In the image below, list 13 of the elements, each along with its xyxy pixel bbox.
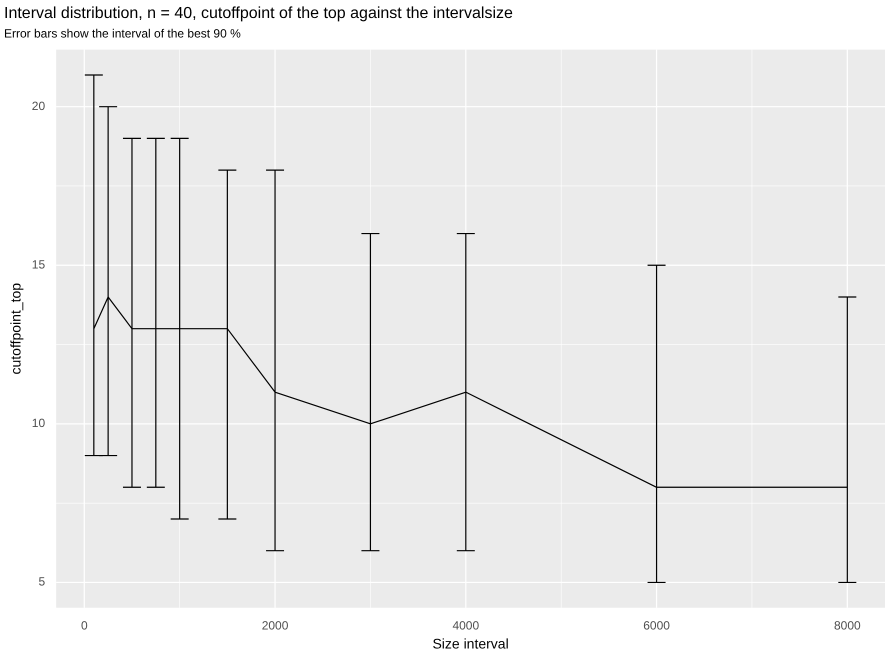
chart-title: Interval distribution, n = 40, cutoffpoint of the top against the intervalsize: [4, 5, 514, 22]
x-axis-title: Size interval: [432, 635, 509, 652]
y-tick-label: 15: [32, 258, 46, 272]
y-tick-label: 20: [32, 99, 46, 113]
x-tick-label: 8000: [834, 618, 861, 632]
x-tick-label: 2000: [262, 618, 289, 632]
y-tick-label: 5: [38, 574, 46, 589]
x-tick-label: 6000: [643, 618, 670, 632]
x-tick-label: 0: [80, 618, 88, 632]
chart-subtitle: Error bars show the interval of the best 90 %: [4, 26, 242, 41]
x-tick-label: 4000: [452, 618, 480, 632]
y-tick-label: 10: [32, 416, 46, 430]
y-axis-title: cutoffpoint_top: [7, 282, 24, 375]
